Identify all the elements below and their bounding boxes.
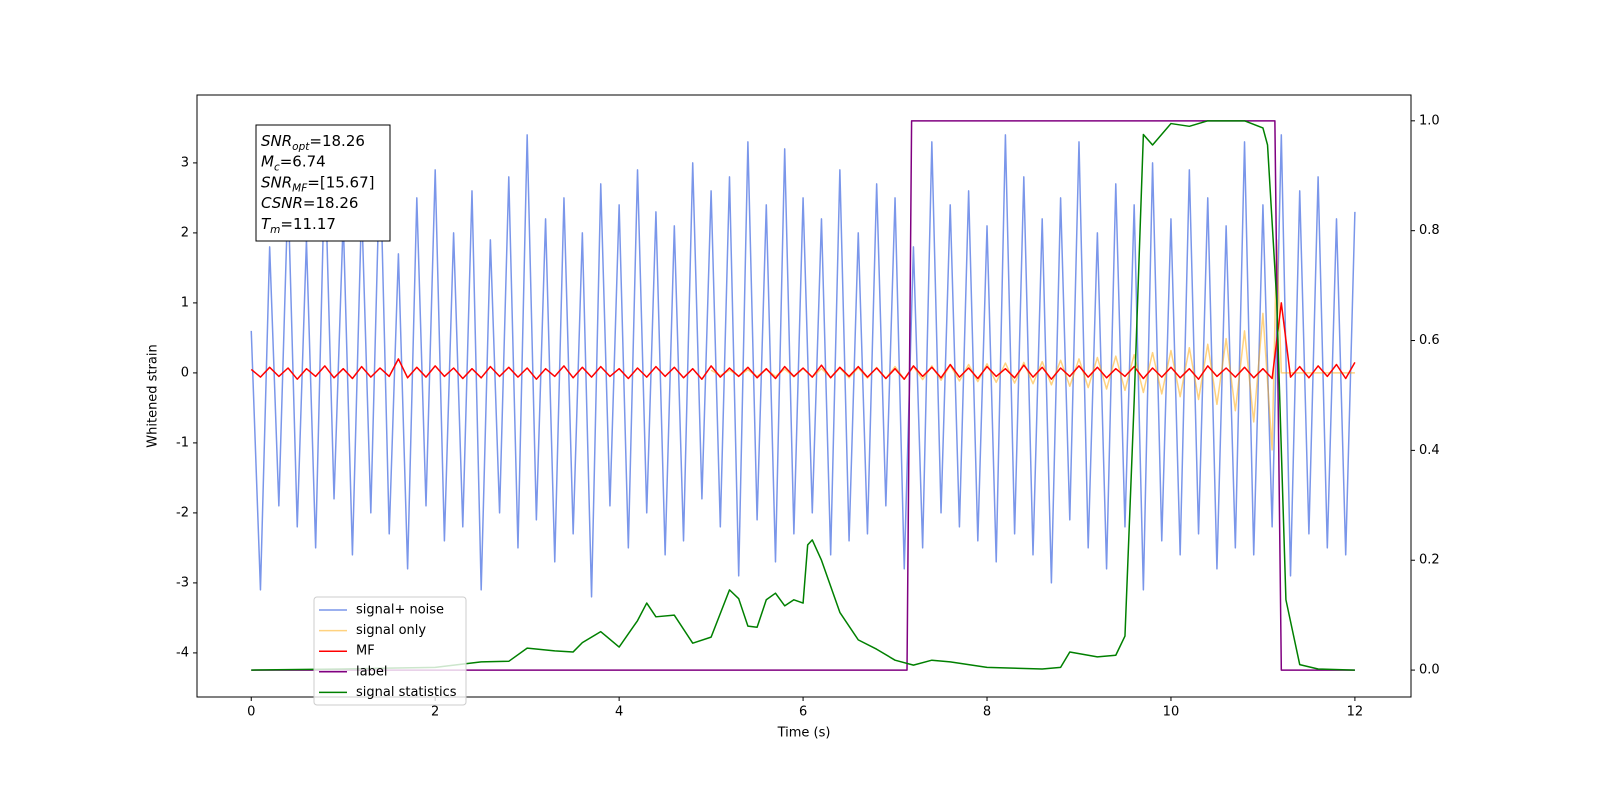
series-line xyxy=(251,120,1355,671)
legend-label: label xyxy=(356,664,387,679)
annotation-line: Mc=6.74 xyxy=(261,152,326,174)
x-axis-label: Time (s) xyxy=(777,726,831,741)
axes-frame xyxy=(196,94,1412,698)
legend-label: MF xyxy=(356,644,375,659)
x-tick-label: 4 xyxy=(615,705,623,720)
plot-area xyxy=(250,120,1356,671)
x-tick-label: 2 xyxy=(431,705,439,720)
x-tick-label: 8 xyxy=(983,705,991,720)
annotation-line: Tm=11.17 xyxy=(261,214,336,236)
y-tick-label: 3 xyxy=(181,155,189,170)
y2-tick-label: 0.0 xyxy=(1419,663,1440,678)
annotation-line: SNRopt=18.26 xyxy=(261,132,365,154)
annotation-text: =[15.67] xyxy=(307,173,374,191)
annotation-symbol: CSNR xyxy=(261,194,303,212)
y-tick-label: 1 xyxy=(181,295,189,310)
annotation-text: =11.17 xyxy=(280,214,336,232)
annotation-symbol: T xyxy=(261,214,272,232)
y2-tick-label: 0.4 xyxy=(1419,443,1440,458)
annotation-subscript: MF xyxy=(292,182,308,194)
y2-tick-label: 0.6 xyxy=(1419,333,1440,348)
x-tick-label: 12 xyxy=(1347,705,1364,720)
x-tick-label: 10 xyxy=(1163,705,1180,720)
annotation-symbol: SNR xyxy=(261,132,292,150)
y2-tick-label: 1.0 xyxy=(1419,113,1440,128)
y-tick-label: 0 xyxy=(181,365,189,380)
y-tick-label: -1 xyxy=(176,435,189,450)
annotation-text: =6.74 xyxy=(280,152,326,170)
annotation-symbol: SNR xyxy=(261,173,292,191)
y-axis-label: Whitened strain xyxy=(146,344,161,447)
y-tick-label: -2 xyxy=(176,505,189,520)
y-tick-label: -3 xyxy=(176,575,189,590)
annotation-text: =18.26 xyxy=(303,194,359,212)
annotation-text: =18.26 xyxy=(309,132,365,150)
annotation-subscript: m xyxy=(270,224,280,236)
x-tick-label: 6 xyxy=(799,705,807,720)
annotation-subscript: c xyxy=(274,162,280,174)
series-line xyxy=(250,302,1356,380)
y-tick-label: -4 xyxy=(176,645,189,660)
y2-tick-label: 0.2 xyxy=(1419,553,1440,568)
x-tick-label: 0 xyxy=(247,705,255,720)
legend-label: signal+ noise xyxy=(356,603,444,618)
y2-tick-label: 0.8 xyxy=(1419,223,1440,238)
legend-label: signal only xyxy=(356,623,426,638)
annotation-line: SNRMF=[15.67] xyxy=(261,173,375,195)
annotation-box xyxy=(255,124,391,242)
annotation-subscript: opt xyxy=(292,141,310,153)
annotation-symbol: M xyxy=(261,152,274,170)
series-line xyxy=(250,134,1356,598)
annotation-line: CSNR=18.26 xyxy=(261,194,358,212)
y-tick-label: 2 xyxy=(181,225,189,240)
legend-box xyxy=(313,596,467,706)
series-line xyxy=(251,120,1355,671)
legend-label: signal statistics xyxy=(356,685,457,700)
